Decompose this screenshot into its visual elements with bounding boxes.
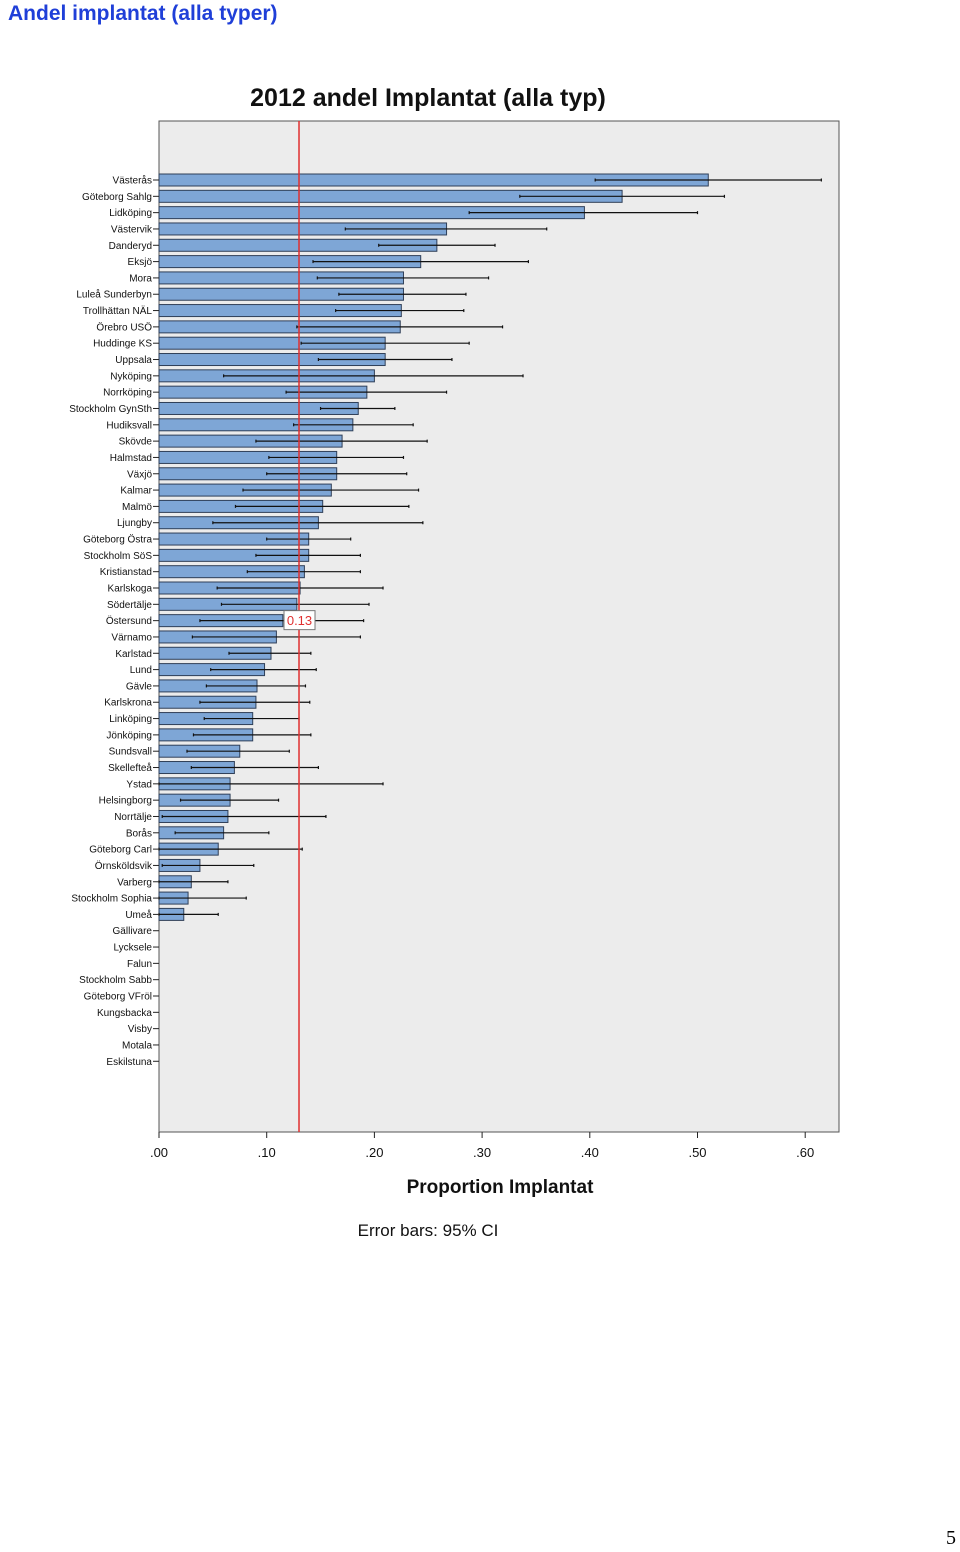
axes-group: Västerås Göteborg Sahlg Lidköping Västervik… [69, 175, 814, 1161]
error-bars-note: Error bars: 95% CI [358, 1221, 499, 1240]
x-tick-label: .00 [150, 1145, 168, 1160]
category-label: Linköping [109, 714, 152, 725]
category-label: Nyköping [110, 371, 152, 382]
x-tick-label: .50 [688, 1145, 706, 1160]
category-label: Mora [129, 273, 152, 284]
category-label: Göteborg Sahlg [82, 192, 152, 203]
category-label: Kalmar [120, 486, 152, 497]
x-tick-label: .20 [365, 1145, 383, 1160]
category-label: Karlstad [115, 649, 152, 660]
category-label: Skellefteå [108, 762, 152, 774]
category-label: Lycksele [113, 943, 152, 954]
category-label: Södertälje [107, 600, 152, 611]
category-label: Norrtälje [114, 812, 152, 823]
category-label: Kungsbacka [97, 1008, 152, 1019]
category-label: Stockholm Sophia [71, 894, 152, 905]
category-label: Luleå Sunderbyn [76, 289, 152, 301]
category-label: Göteborg Carl [89, 845, 152, 856]
category-label: Växjö [127, 469, 152, 480]
category-label: Norrköping [103, 388, 152, 399]
category-label: Eskilstuna [106, 1057, 152, 1068]
x-axis-label: Proportion Implantat [407, 1177, 595, 1198]
category-label: Värnamo [111, 632, 152, 643]
category-label: Karlskrona [104, 698, 152, 709]
category-label: Uppsala [115, 355, 152, 366]
category-label: Västerås [113, 175, 152, 187]
category-label: Falun [127, 959, 152, 970]
category-label: Visby [128, 1024, 152, 1035]
category-label: Borås [126, 827, 152, 839]
category-label: Skövde [119, 437, 153, 448]
category-label: Umeå [125, 909, 152, 921]
category-label: Jönköping [106, 730, 152, 741]
category-label: Halmstad [110, 453, 152, 464]
bar-chart: 2012 andel Implantat (alla typ) 0.13 Väs… [69, 84, 840, 1240]
category-label: Ljungby [117, 518, 152, 529]
category-label: Gävle [126, 681, 153, 692]
page-number: 5 [946, 1527, 956, 1549]
chart-title: 2012 andel Implantat (alla typ) [250, 84, 606, 112]
category-label: Ystad [126, 779, 152, 790]
category-label: Örebro USÖ [96, 321, 152, 333]
category-label: Helsingborg [99, 796, 152, 807]
category-label: Varberg [117, 877, 152, 888]
category-label: Sundsvall [109, 747, 152, 758]
category-label: Lidköping [109, 208, 152, 219]
category-label: Västervik [111, 224, 153, 235]
category-label: Trollhättan NÄL [83, 305, 153, 317]
category-label: Örnsköldsvik [95, 860, 153, 872]
category-label: Kristianstad [100, 567, 152, 578]
category-label: Gällivare [113, 926, 153, 937]
category-label: Göteborg VFröl [84, 992, 152, 1003]
category-label: Malmö [122, 502, 152, 513]
reference-label-box [283, 610, 316, 631]
category-label: Stockholm Sabb [79, 975, 152, 986]
category-label: Karlskoga [108, 584, 153, 595]
x-tick-label: .30 [473, 1145, 491, 1160]
category-label: Motala [122, 1040, 152, 1051]
category-label: Eksjö [128, 257, 153, 268]
category-label: Danderyd [109, 241, 152, 252]
category-label: Lund [130, 665, 152, 676]
x-tick-label: .60 [796, 1145, 814, 1160]
document-heading: Andel implantat (alla typer) [8, 2, 278, 25]
category-label: Stockholm GynSth [69, 404, 152, 415]
category-label: Göteborg Östra [83, 534, 152, 546]
category-label: Stockholm SöS [84, 551, 153, 562]
category-label: Huddinge KS [93, 339, 152, 350]
category-label: Hudiksvall [106, 420, 152, 431]
reference-line-label: 0.13 [287, 613, 312, 628]
x-tick-label: .10 [258, 1145, 276, 1160]
category-label: Östersund [106, 615, 152, 627]
x-tick-label: .40 [581, 1145, 599, 1160]
bars-group: 0.13 [158, 121, 822, 1132]
